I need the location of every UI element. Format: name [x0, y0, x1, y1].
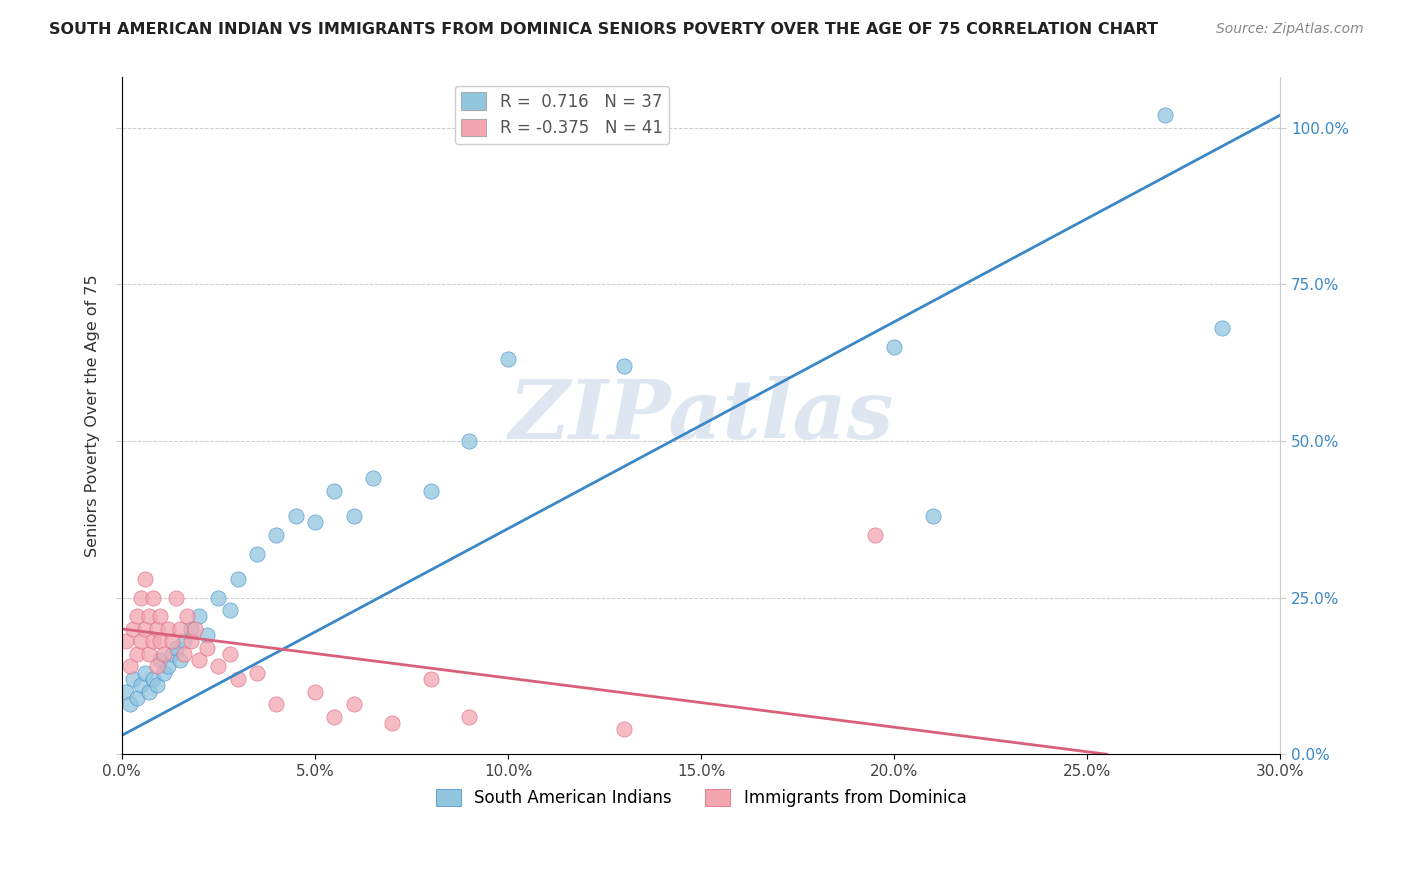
Point: [129, 591, 152, 605]
Point: [304, 684, 326, 698]
Point: [419, 672, 441, 686]
Point: [157, 622, 180, 636]
Point: [114, 684, 136, 698]
Text: Source: ZipAtlas.com: Source: ZipAtlas.com: [1216, 22, 1364, 37]
Point: [342, 509, 364, 524]
Point: [149, 634, 172, 648]
Point: [195, 640, 218, 655]
Point: [169, 622, 191, 636]
Point: [419, 483, 441, 498]
Point: [149, 609, 172, 624]
Y-axis label: Seniors Poverty Over the Age of 75: Seniors Poverty Over the Age of 75: [86, 275, 100, 558]
Point: [188, 653, 211, 667]
Point: [142, 672, 165, 686]
Point: [173, 634, 195, 648]
Point: [207, 591, 229, 605]
Point: [114, 634, 136, 648]
Point: [176, 609, 198, 624]
Point: [180, 622, 202, 636]
Point: [129, 678, 152, 692]
Point: [226, 672, 249, 686]
Point: [127, 647, 149, 661]
Point: [153, 665, 176, 680]
Text: ZIPatlas: ZIPatlas: [509, 376, 894, 456]
Point: [127, 690, 149, 705]
Point: [145, 622, 167, 636]
Point: [138, 647, 160, 661]
Text: SOUTH AMERICAN INDIAN VS IMMIGRANTS FROM DOMINICA SENIORS POVERTY OVER THE AGE O: SOUTH AMERICAN INDIAN VS IMMIGRANTS FROM…: [49, 22, 1159, 37]
Point: [145, 678, 167, 692]
Point: [323, 709, 346, 723]
Point: [458, 709, 481, 723]
Point: [207, 659, 229, 673]
Point: [129, 634, 152, 648]
Point: [134, 665, 156, 680]
Point: [180, 634, 202, 648]
Point: [246, 665, 269, 680]
Point: [165, 591, 187, 605]
Point: [613, 359, 636, 373]
Point: [118, 697, 141, 711]
Point: [219, 647, 242, 661]
Point: [226, 572, 249, 586]
Point: [138, 609, 160, 624]
Point: [304, 516, 326, 530]
Point: [1211, 321, 1233, 335]
Point: [342, 697, 364, 711]
Point: [173, 647, 195, 661]
Point: [145, 659, 167, 673]
Point: [863, 528, 886, 542]
Point: [122, 672, 145, 686]
Point: [246, 547, 269, 561]
Point: [134, 572, 156, 586]
Point: [921, 509, 943, 524]
Point: [157, 659, 180, 673]
Point: [184, 622, 207, 636]
Point: [160, 647, 183, 661]
Point: [142, 591, 165, 605]
Point: [127, 609, 149, 624]
Point: [149, 653, 172, 667]
Point: [188, 609, 211, 624]
Point: [284, 509, 307, 524]
Point: [361, 471, 384, 485]
Point: [219, 603, 242, 617]
Point: [134, 622, 156, 636]
Point: [153, 647, 176, 661]
Point: [496, 352, 519, 367]
Point: [266, 697, 288, 711]
Point: [613, 722, 636, 736]
Point: [160, 634, 183, 648]
Legend: South American Indians, Immigrants from Dominica: South American Indians, Immigrants from …: [429, 782, 973, 814]
Point: [169, 653, 191, 667]
Point: [883, 340, 905, 354]
Point: [458, 434, 481, 448]
Point: [266, 528, 288, 542]
Point: [1153, 108, 1175, 122]
Point: [138, 684, 160, 698]
Point: [165, 640, 187, 655]
Point: [195, 628, 218, 642]
Point: [381, 715, 404, 730]
Point: [142, 634, 165, 648]
Point: [122, 622, 145, 636]
Point: [118, 659, 141, 673]
Point: [323, 483, 346, 498]
